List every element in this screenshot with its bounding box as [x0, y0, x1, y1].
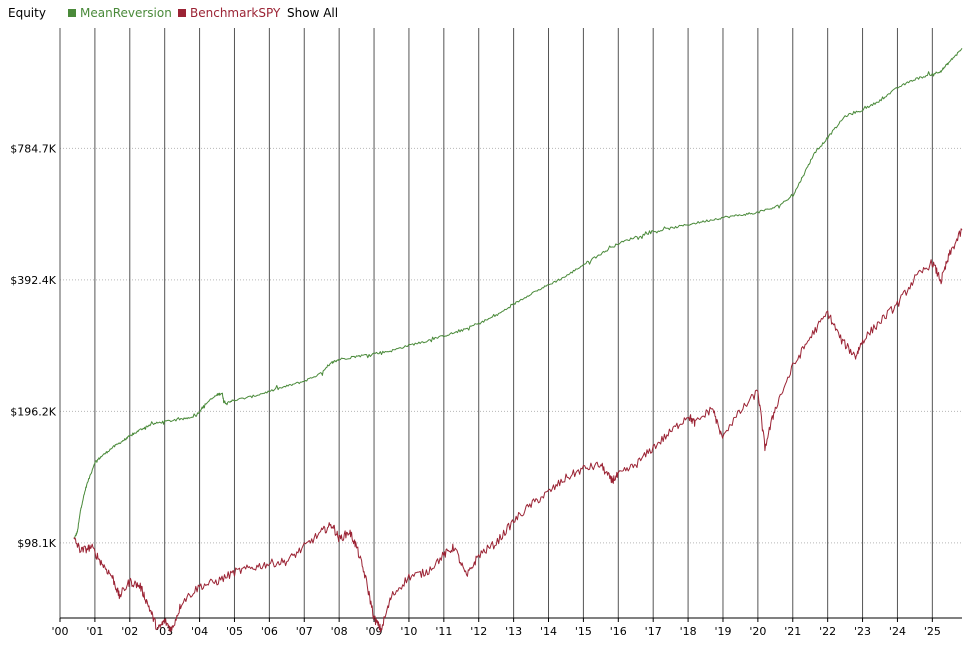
x-tick-label: '24: [889, 625, 906, 638]
x-tick-label: '13: [505, 625, 522, 638]
x-tick-label: '19: [714, 625, 731, 638]
legend-swatch-benchmarkspy: [178, 9, 186, 17]
y-tick-label: $392.4K: [10, 274, 56, 287]
series-line-benchmarkspy: [73, 228, 963, 633]
x-tick-label: '10: [400, 625, 417, 638]
x-tick-label: '16: [610, 625, 627, 638]
legend-label-meanreversion: MeanReversion: [80, 6, 172, 20]
x-tick-label: '12: [470, 625, 487, 638]
show-all-button[interactable]: Show All: [287, 6, 339, 20]
legend-label-benchmarkspy: BenchmarkSPY: [190, 6, 281, 20]
x-tick-label: '21: [784, 625, 801, 638]
x-tick-label: '15: [575, 625, 592, 638]
x-tick-label: '17: [645, 625, 662, 638]
x-tick-label: '25: [924, 625, 941, 638]
x-tick-label: '07: [296, 625, 313, 638]
x-tick-label: '20: [749, 625, 766, 638]
x-tick-label: '08: [331, 625, 348, 638]
legend-item-meanreversion[interactable]: MeanReversion: [68, 6, 172, 20]
chart-title: Equity: [8, 6, 46, 20]
x-tick-label: '11: [435, 625, 452, 638]
x-tick-label: '06: [261, 625, 278, 638]
x-tick-label: '22: [819, 625, 836, 638]
x-tick-label: '14: [540, 625, 557, 638]
x-tick-label: '05: [226, 625, 243, 638]
x-tick-label: '18: [680, 625, 697, 638]
y-tick-label: $196.2K: [10, 405, 56, 418]
x-tick-label: '09: [366, 625, 383, 638]
y-tick-label: $784.7K: [10, 142, 56, 155]
x-tick-label: '00: [51, 625, 68, 638]
x-tick-label: '04: [191, 625, 208, 638]
y-tick-label: $98.1K: [17, 537, 56, 550]
legend-swatch-meanreversion: [68, 9, 76, 17]
x-tick-label: '23: [854, 625, 871, 638]
legend-item-benchmarkspy[interactable]: BenchmarkSPY: [178, 6, 280, 20]
x-tick-label: '02: [121, 625, 138, 638]
series-line-meanreversion: [73, 48, 963, 539]
x-tick-label: '01: [86, 625, 103, 638]
chart-header: Equity MeanReversion BenchmarkSPY Show A…: [0, 0, 965, 26]
